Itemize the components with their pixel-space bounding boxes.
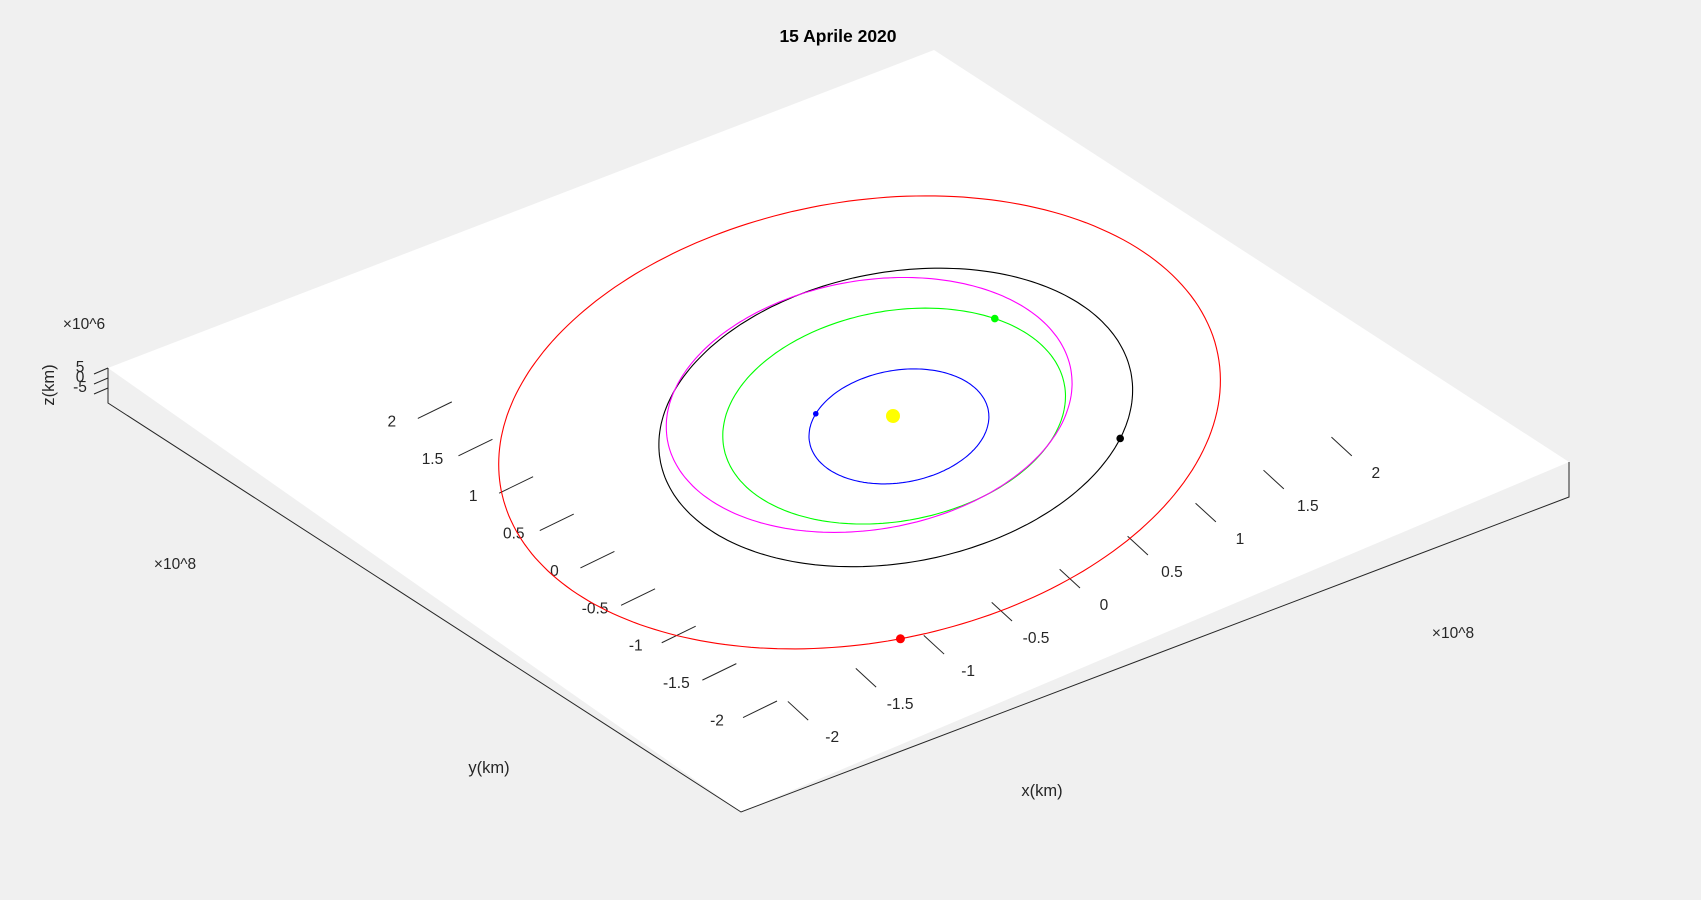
orbit-lines: [498, 195, 1221, 650]
y-tick-label: -2: [710, 713, 724, 730]
orbit-line: [658, 267, 1134, 568]
sun-marker: [886, 409, 900, 423]
z-tick-mark: [93, 377, 109, 385]
y-tick-mark: [742, 700, 778, 718]
x-tick-mark: [855, 668, 877, 688]
z-tick-label: 0: [76, 369, 85, 386]
axes: -2 -1.5 -1 -0.5 0 0.5 1 1.5 2 -2 -1.5 -1 -0.5 0 0.5 1 1…: [73, 50, 1570, 813]
y-tick-mark: [702, 663, 737, 681]
z-tick-label: -5: [73, 379, 87, 396]
planet-marker: [990, 314, 999, 323]
z-axis-label: z(km): [40, 364, 58, 405]
chart-title: 15 Aprile 2020: [779, 26, 896, 46]
y-tick-mark: [498, 476, 534, 494]
orbit-line: [665, 276, 1073, 533]
x-tick-mark: [787, 701, 809, 721]
y-tick-label: 1.5: [422, 451, 444, 468]
z-axis-ticks: -505: [73, 359, 109, 396]
z-tick-mark: [93, 387, 109, 395]
x-tick-mark: [1127, 535, 1149, 556]
y-tick-label: 2: [388, 413, 397, 430]
x-tick-label: 2: [1371, 465, 1380, 482]
orbit-line: [808, 368, 990, 485]
x-tick-mark: [1195, 502, 1217, 523]
y-axis-multiplier: ×10^8: [154, 556, 196, 573]
y-tick-label: -0.5: [582, 600, 609, 617]
y-axis-label: y(km): [468, 759, 509, 777]
x-tick-label: -2: [825, 729, 839, 746]
planet-marker: [812, 410, 819, 417]
y-tick-label: 0: [550, 563, 559, 580]
x-tick-mark: [991, 601, 1013, 622]
y-tick-mark: [580, 550, 615, 569]
x-axis-multiplier: ×10^8: [1432, 625, 1474, 642]
z-tick-mark: [93, 367, 109, 375]
z-axis-multiplier: ×10^6: [63, 316, 105, 333]
x-tick-label: 0: [1100, 597, 1109, 614]
y-tick-mark: [661, 625, 696, 644]
axes-plane: [108, 50, 1569, 812]
x-tick-label: -1: [961, 663, 975, 680]
x-axis-ticks: -2 -1.5 -1 -0.5 0 0.5 1 1.5 2: [787, 436, 1380, 746]
y-tick-mark: [620, 588, 656, 606]
y-tick-label: -1.5: [663, 675, 690, 692]
x-tick-label: -0.5: [1023, 630, 1050, 647]
x-tick-label: 1.5: [1297, 498, 1319, 515]
orbit-line: [498, 195, 1221, 650]
y-tick-mark: [417, 401, 453, 419]
y-tick-label: -1: [629, 638, 643, 655]
x-tick-label: 1: [1236, 531, 1245, 548]
y-tick-mark: [458, 438, 493, 457]
y-tick-label: 0.5: [503, 526, 525, 543]
x-tick-mark: [1331, 436, 1353, 457]
x-tick-label: -1.5: [887, 696, 914, 713]
x-tick-label: 0.5: [1161, 564, 1183, 581]
z-tick-label: 5: [76, 359, 85, 376]
y-axis-ticks: -2 -1.5 -1 -0.5 0 0.5 1 1.5 2: [388, 401, 778, 730]
x-tick-mark: [923, 635, 945, 655]
y-tick-mark: [539, 513, 574, 532]
planet-marker: [895, 634, 905, 644]
planet-marker: [1116, 434, 1124, 443]
y-tick-label: 1: [469, 488, 478, 505]
x-axis-label: x(km): [1021, 782, 1062, 800]
orbit-line: [722, 307, 1067, 525]
planet-markers: [812, 314, 1124, 644]
x-tick-mark: [1263, 469, 1285, 490]
